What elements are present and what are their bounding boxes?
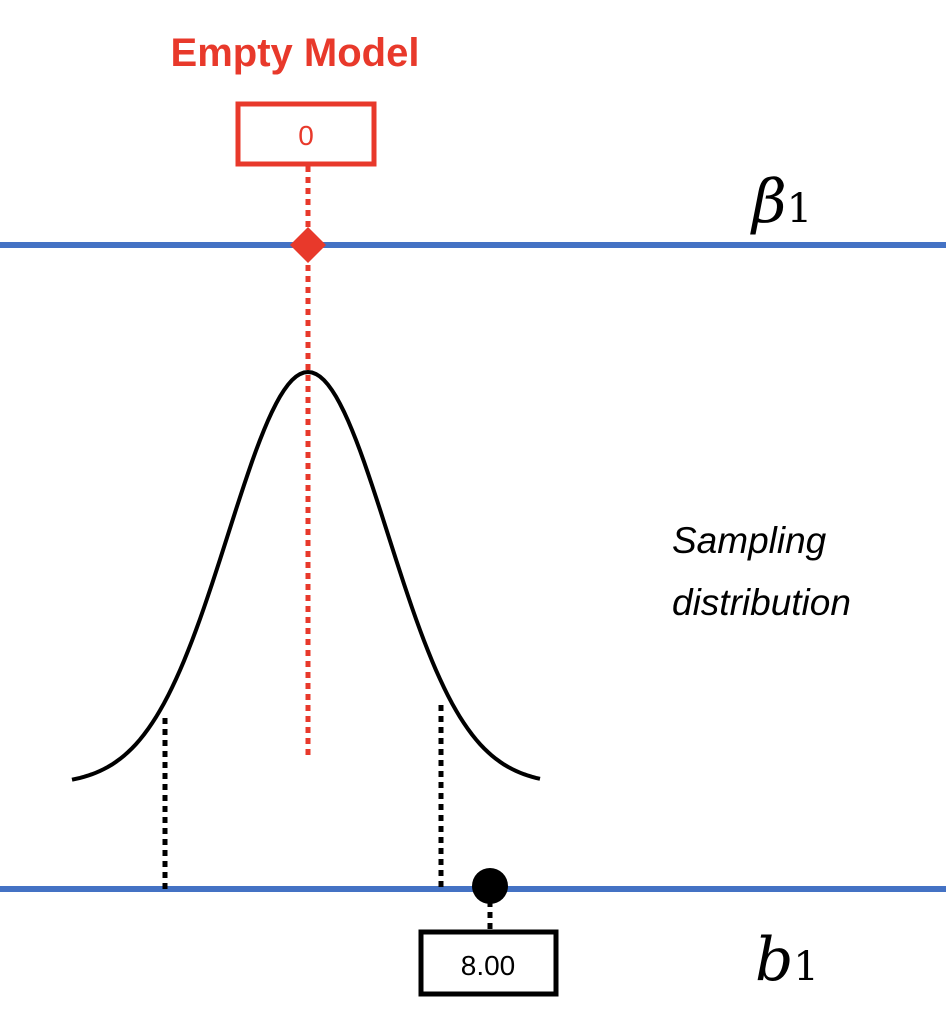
annotation: Sampling — [672, 520, 827, 561]
statistic-symbol: b1 — [755, 925, 819, 995]
null-marker — [290, 227, 326, 263]
sampling-curve — [71, 369, 541, 782]
parameter-symbol: β1 — [750, 167, 812, 237]
subscript: 1 — [787, 186, 812, 232]
subscript: 1 — [793, 944, 818, 990]
title: Empty Model — [171, 31, 420, 75]
model-box — [235, 101, 377, 167]
annotation: distribution — [672, 582, 851, 623]
model-value: 0 — [298, 120, 314, 151]
symbol: β — [750, 167, 787, 237]
sample-point — [472, 868, 508, 904]
symbol: b — [755, 925, 793, 995]
sample-value: 8.00 — [461, 950, 516, 981]
sample-box — [418, 929, 559, 997]
